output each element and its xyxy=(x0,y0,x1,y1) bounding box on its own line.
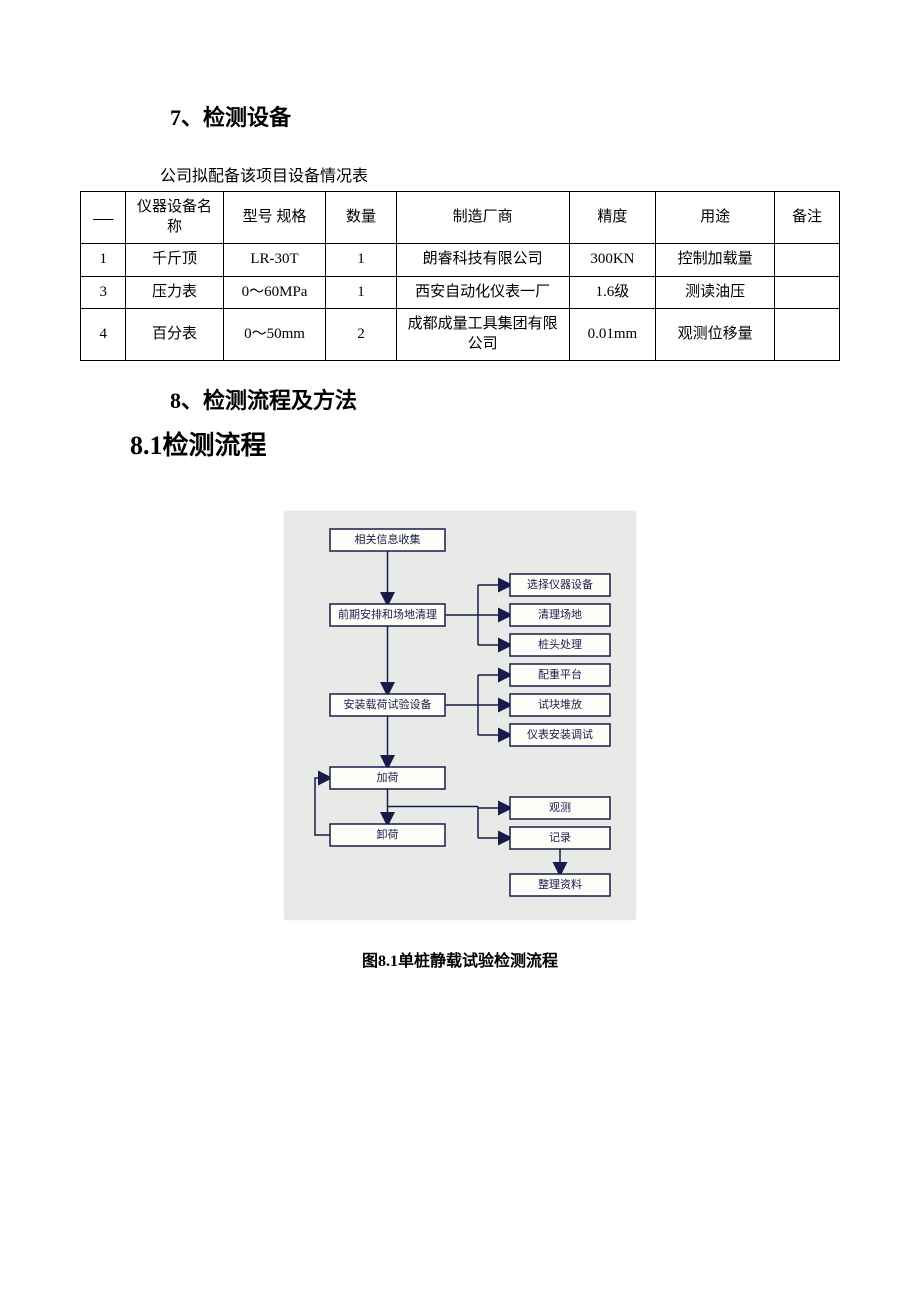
cell-spec: 0〜60MPa xyxy=(223,276,326,309)
cell-spec: LR-30T xyxy=(223,244,326,277)
col-header-idx: — xyxy=(81,192,126,244)
cell-qty: 1 xyxy=(326,276,396,309)
cell-name: 百分表 xyxy=(126,309,223,361)
cell-note xyxy=(775,244,840,277)
col-header-note: 备注 xyxy=(775,192,840,244)
flow-node-label-r5: 试块堆放 xyxy=(538,697,582,711)
equipment-table-caption: 公司拟配备该项目设备情况表 xyxy=(160,162,840,186)
cell-idx: 1 xyxy=(81,244,126,277)
flow-node-label-r4: 配重平台 xyxy=(538,667,582,681)
col-header-name: 仪器设备名称 xyxy=(126,192,223,244)
flow-node-label-r1: 选择仪器设备 xyxy=(527,577,593,591)
cell-spec: 0〜50mm xyxy=(223,309,326,361)
cell-mfr: 朗睿科技有限公司 xyxy=(396,244,569,277)
cell-mfr: 成都成量工具集团有限公司 xyxy=(396,309,569,361)
cell-use: 观测位移量 xyxy=(656,309,775,361)
flow-edge xyxy=(315,778,330,835)
flow-node-label-r2: 清理场地 xyxy=(538,607,582,621)
cell-name: 压力表 xyxy=(126,276,223,309)
cell-qty: 2 xyxy=(326,309,396,361)
flow-node-label-r8: 记录 xyxy=(549,831,571,844)
flow-node-label-r6: 仪表安装调试 xyxy=(527,727,593,741)
table-row: 1千斤顶LR-30T1朗睿科技有限公司300KN控制加载量 xyxy=(81,244,840,277)
flow-node-label-n1: 相关信息收集 xyxy=(355,532,421,546)
table-row: 3压力表0〜60MPa1西安自动化仪表一厂1.6级测读油压 xyxy=(81,276,840,309)
cell-acc: 300KN xyxy=(569,244,655,277)
section-8-heading: 8、检测流程及方法 xyxy=(170,383,840,415)
cell-use: 控制加载量 xyxy=(656,244,775,277)
col-header-use: 用途 xyxy=(656,192,775,244)
figure-caption: 图8.1单桩静载试验检测流程 xyxy=(80,947,840,971)
flow-node-label-n3: 安装载荷试验设备 xyxy=(344,697,432,711)
cell-acc: 1.6级 xyxy=(569,276,655,309)
flowchart-container: 相关信息收集前期安排和场地清理安装载荷试验设备加荷卸荷 选择仪器设备清理场地桩头处… xyxy=(285,512,635,919)
cell-idx: 3 xyxy=(81,276,126,309)
cell-mfr: 西安自动化仪表一厂 xyxy=(396,276,569,309)
flow-node-label-n5: 卸荷 xyxy=(377,827,399,841)
cell-qty: 1 xyxy=(326,244,396,277)
table-header-row: — 仪器设备名称 型号 规格 数量 制造厂商 精度 用途 备注 xyxy=(81,192,840,244)
cell-acc: 0.01mm xyxy=(569,309,655,361)
cell-note xyxy=(775,276,840,309)
col-header-qty: 数量 xyxy=(326,192,396,244)
col-header-acc: 精度 xyxy=(569,192,655,244)
flow-node-label-n2: 前期安排和场地清理 xyxy=(338,607,437,621)
section-7-heading: 7、检测设备 xyxy=(170,100,840,132)
flow-node-label-r9: 整理资料 xyxy=(538,877,582,891)
section-8-1-heading: 8.1检测流程 xyxy=(130,425,840,462)
flow-node-label-r7: 观测 xyxy=(549,801,571,814)
cell-note xyxy=(775,309,840,361)
cell-idx: 4 xyxy=(81,309,126,361)
flow-node-label-r3: 桩头处理 xyxy=(538,637,582,651)
equipment-table: — 仪器设备名称 型号 规格 数量 制造厂商 精度 用途 备注 1千斤顶LR-3… xyxy=(80,191,840,361)
cell-use: 测读油压 xyxy=(656,276,775,309)
col-header-spec: 型号 规格 xyxy=(223,192,326,244)
col-header-mfr: 制造厂商 xyxy=(396,192,569,244)
cell-name: 千斤顶 xyxy=(126,244,223,277)
flowchart-svg: 相关信息收集前期安排和场地清理安装载荷试验设备加荷卸荷 选择仪器设备清理场地桩头处… xyxy=(300,524,620,904)
flow-node-label-n4: 加荷 xyxy=(377,771,399,784)
table-row: 4百分表0〜50mm2成都成量工具集团有限公司0.01mm观测位移量 xyxy=(81,309,840,361)
